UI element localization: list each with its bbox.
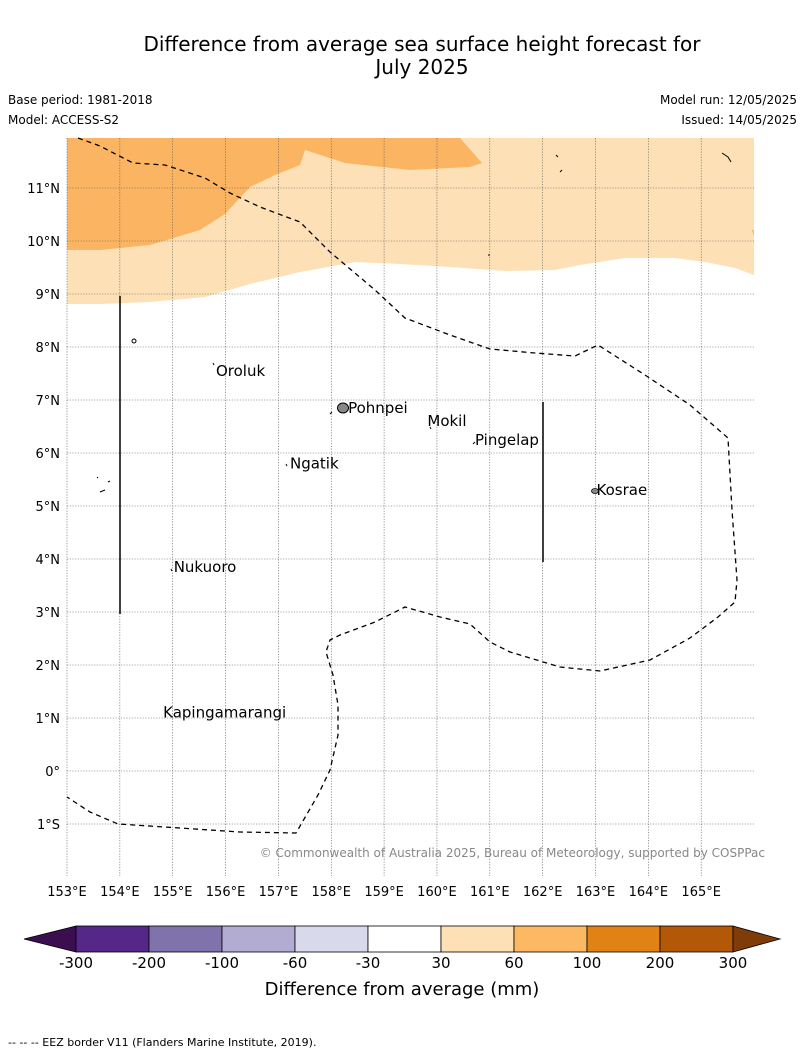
model-run-text: Model run: 12/05/2025: [659, 93, 797, 107]
place-label: Pohnpei: [348, 399, 408, 417]
place-label: Kosrae: [597, 481, 648, 499]
place-label: Kapingamarangi: [163, 704, 286, 722]
title-line-2: July 2025: [375, 55, 469, 79]
colorbar-extend-high: [732, 925, 782, 953]
colorbar-label: 60: [504, 954, 523, 972]
lat-tick-label: 9°N: [36, 288, 61, 303]
lon-tick-label: 157°E: [259, 885, 299, 900]
lon-tick-label: 153°E: [47, 885, 87, 900]
lat-tick-label: 11°N: [27, 182, 60, 197]
colorbar-label: 200: [646, 954, 675, 972]
place-label: Mokil: [427, 412, 466, 430]
island-dot: [131, 338, 137, 344]
eez-border-north: [66, 137, 738, 834]
pohnpei-island: [337, 402, 349, 414]
colorbar-label: 100: [573, 954, 602, 972]
latitude-labels: 11°N 10°N 9°N 8°N 7°N 6°N 5°N 4°N 3°N 2°N 1°N 0° 1°S: [27, 182, 60, 833]
place-labels: Oroluk Pohnpei Mokil Pingelap Ngatik Kosrae Nu…: [163, 362, 647, 722]
lat-tick-label: 4°N: [36, 553, 61, 568]
colorbar-segment: [221, 925, 296, 953]
colorbar-segment: [440, 925, 515, 953]
colorbar-extend-low: [23, 925, 77, 953]
base-period-text: Base period: 1981-2018: [8, 93, 153, 107]
colorbar-segment: [294, 925, 369, 953]
chart-title: Difference from average sea surface heig…: [0, 33, 804, 79]
lon-tick-label: 162°E: [523, 885, 563, 900]
colorbar-segment: [586, 925, 661, 953]
lat-tick-label: 6°N: [36, 447, 61, 462]
colorbar-label: -200: [132, 954, 166, 972]
lon-tick-label: 159°E: [364, 885, 404, 900]
lat-tick-label: 10°N: [27, 235, 60, 250]
small-atolls: [96, 152, 732, 709]
longitude-labels: 153°E 154°E 155°E 156°E 157°E 158°E 159°E 160°E…: [47, 885, 721, 900]
lat-tick-label: 2°N: [36, 659, 61, 674]
lat-tick-label: 1°S: [37, 818, 60, 833]
colorbar-segment: [75, 925, 150, 953]
colorbar-label: -60: [283, 954, 308, 972]
lat-tick-label: 5°N: [36, 500, 61, 515]
lon-tick-label: 158°E: [311, 885, 351, 900]
title-line-1: Difference from average sea surface heig…: [143, 32, 701, 56]
lon-tick-label: 161°E: [470, 885, 510, 900]
colorbar: -300 -200 -100 -60 -30 30 60 100 200 300: [23, 925, 782, 972]
colorbar-title: Difference from average (mm): [265, 979, 540, 1000]
colorbar-segment: [367, 925, 442, 953]
lat-tick-label: 8°N: [36, 341, 61, 356]
colorbar-label: -300: [59, 954, 93, 972]
anomaly-band-60-100: [67, 138, 482, 250]
colorbar-label: -100: [205, 954, 239, 972]
footnote: -- -- -- EEZ border V11 (Flanders Marine…: [8, 1036, 317, 1049]
lon-tick-label: 155°E: [153, 885, 193, 900]
colorbar-label: 30: [431, 954, 450, 972]
place-label: Ngatik: [290, 455, 339, 473]
colorbar-segment: [659, 925, 734, 953]
map-area: [66, 137, 754, 876]
lon-tick-label: 164°E: [629, 885, 669, 900]
graticule: [66, 138, 754, 876]
colorbar-segment: [148, 925, 223, 953]
lon-tick-label: 163°E: [576, 885, 616, 900]
lat-tick-label: 0°: [45, 765, 60, 780]
place-label: Oroluk: [216, 362, 265, 380]
place-label: Pingelap: [475, 431, 539, 449]
colorbar-label: 300: [719, 954, 748, 972]
model-text: Model: ACCESS-S2: [8, 113, 120, 127]
kosrae-island: [591, 488, 599, 494]
lon-tick-label: 165°E: [681, 885, 721, 900]
lon-tick-label: 160°E: [417, 885, 457, 900]
place-label: Nukuoro: [174, 558, 237, 576]
lon-tick-label: 156°E: [206, 885, 246, 900]
lon-tick-label: 154°E: [100, 885, 140, 900]
issued-text: Issued: 14/05/2025: [681, 113, 797, 127]
colorbar-label: -30: [356, 954, 381, 972]
copyright-text: © Commonwealth of Australia 2025, Bureau…: [260, 846, 765, 860]
lat-tick-label: 1°N: [36, 712, 61, 727]
anomaly-band-60-100-edge: [752, 230, 754, 236]
lat-tick-label: 7°N: [36, 394, 61, 409]
colorbar-segment: [513, 925, 588, 953]
lat-tick-label: 3°N: [36, 606, 61, 621]
